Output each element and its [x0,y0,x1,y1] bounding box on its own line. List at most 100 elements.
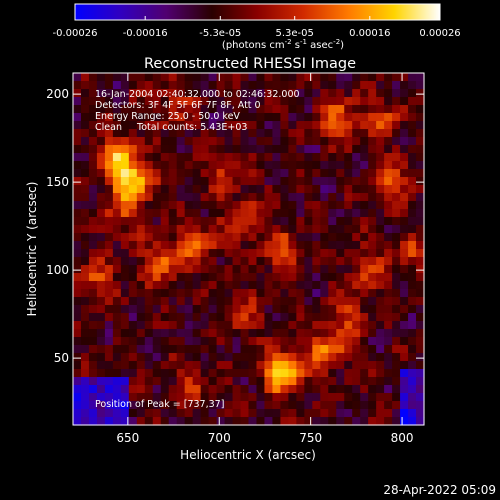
heatmap-cell [352,401,361,410]
heatmap-cell [160,105,170,114]
heatmap-cell [376,353,385,362]
heatmap-cell [248,153,258,162]
heatmap-cell [73,209,82,218]
heatmap-cell [232,241,242,250]
heatmap-cell [152,153,162,162]
heatmap-cell [136,201,146,210]
heatmap-cell [120,265,130,274]
heatmap-cell [224,393,234,402]
heatmap-cell [104,241,114,250]
heatmap-cell [384,217,393,226]
heatmap-cell [136,209,146,218]
heatmap-cell [184,89,194,98]
heatmap-cell [144,241,154,250]
heatmap-cell [400,329,409,338]
heatmap-cell [232,257,242,266]
heatmap-cell [216,329,226,338]
heatmap-cell [192,337,202,346]
heatmap-cell [224,289,234,298]
heatmap-cell [384,353,393,362]
heatmap-cell [160,345,170,354]
heatmap-cell [184,345,194,354]
heatmap-cell [312,329,321,338]
heatmap-cell [288,81,297,90]
heatmap-cell [104,329,114,338]
heatmap-cell [96,361,106,370]
heatmap-cell [344,329,353,338]
heatmap-cell [392,185,401,194]
heatmap-cell [128,313,138,322]
heatmap-cell [288,241,297,250]
heatmap-cell [264,225,274,234]
heatmap-cell [344,353,353,362]
heatmap-cell [80,89,90,98]
heatmap-cell [352,337,361,346]
heatmap-cell [376,137,385,146]
heatmap-cell [256,225,266,234]
heatmap-cell [216,297,226,306]
heatmap-cell [136,297,146,306]
heatmap-cell [296,321,305,330]
heatmap-cell [168,385,178,394]
heatmap-cell [80,177,90,186]
heatmap-cell [200,257,210,266]
heatmap-cell [272,249,282,258]
heatmap-cell [208,345,218,354]
heatmap-cell [304,241,313,250]
heatmap-cell [312,169,321,178]
heatmap-cell [408,241,417,250]
colorbar-ticks: -0.00026 -0.00016 -5.3e-05 5.3e-05 0.00016 0.… [53,16,461,39]
heatmap-cell [240,265,250,274]
heatmap-cell [104,321,114,330]
heatmap-cell [360,225,369,234]
heatmap-cell [80,225,90,234]
heatmap-cell [184,233,194,242]
heatmap-cell [224,73,234,82]
heatmap-cell [400,289,409,298]
heatmap-cell [224,241,234,250]
heatmap-cell [112,289,122,298]
heatmap-cell [272,265,282,274]
heatmap-cell [352,241,361,250]
heatmap-cell [344,161,353,170]
heatmap-cell [112,385,122,394]
heatmap-cell [208,401,218,410]
heatmap-cell [128,345,138,354]
heatmap-cell [368,177,377,186]
heatmap-cell [144,89,154,98]
heatmap-cell [200,121,210,130]
heatmap-cell [384,417,393,426]
heatmap-cell [392,401,401,410]
heatmap-cell [272,201,282,210]
heatmap-cell [248,361,258,370]
heatmap-cell [112,89,122,98]
heatmap-cell [176,161,186,170]
heatmap-cell [152,113,162,122]
heatmap-cell [136,81,146,90]
heatmap-cell [240,369,250,378]
heatmap-cell [320,169,329,178]
heatmap-cell [312,401,321,410]
heatmap-cell [408,305,417,314]
heatmap-cell [136,313,146,322]
heatmap-cell [352,273,361,282]
heatmap-cell [192,409,202,418]
heatmap-cell [240,177,250,186]
heatmap-cell [328,305,337,314]
heatmap-cell [240,217,250,226]
heatmap-cell [352,185,361,194]
heatmap-cell [368,249,377,258]
heatmap-cell [416,417,425,426]
heatmap-cell [304,313,313,322]
heatmap-cell [368,273,377,282]
heatmap-cell [176,385,186,394]
heatmap-cell [144,217,154,226]
heatmap-cell [160,209,170,218]
heatmap-cell [112,73,122,82]
heatmap-cell [328,97,337,106]
heatmap-cell [232,129,242,138]
heatmap-cell [160,305,170,314]
heatmap-cell [176,145,186,154]
heatmap-cell [304,281,313,290]
heatmap-cell [312,305,321,314]
